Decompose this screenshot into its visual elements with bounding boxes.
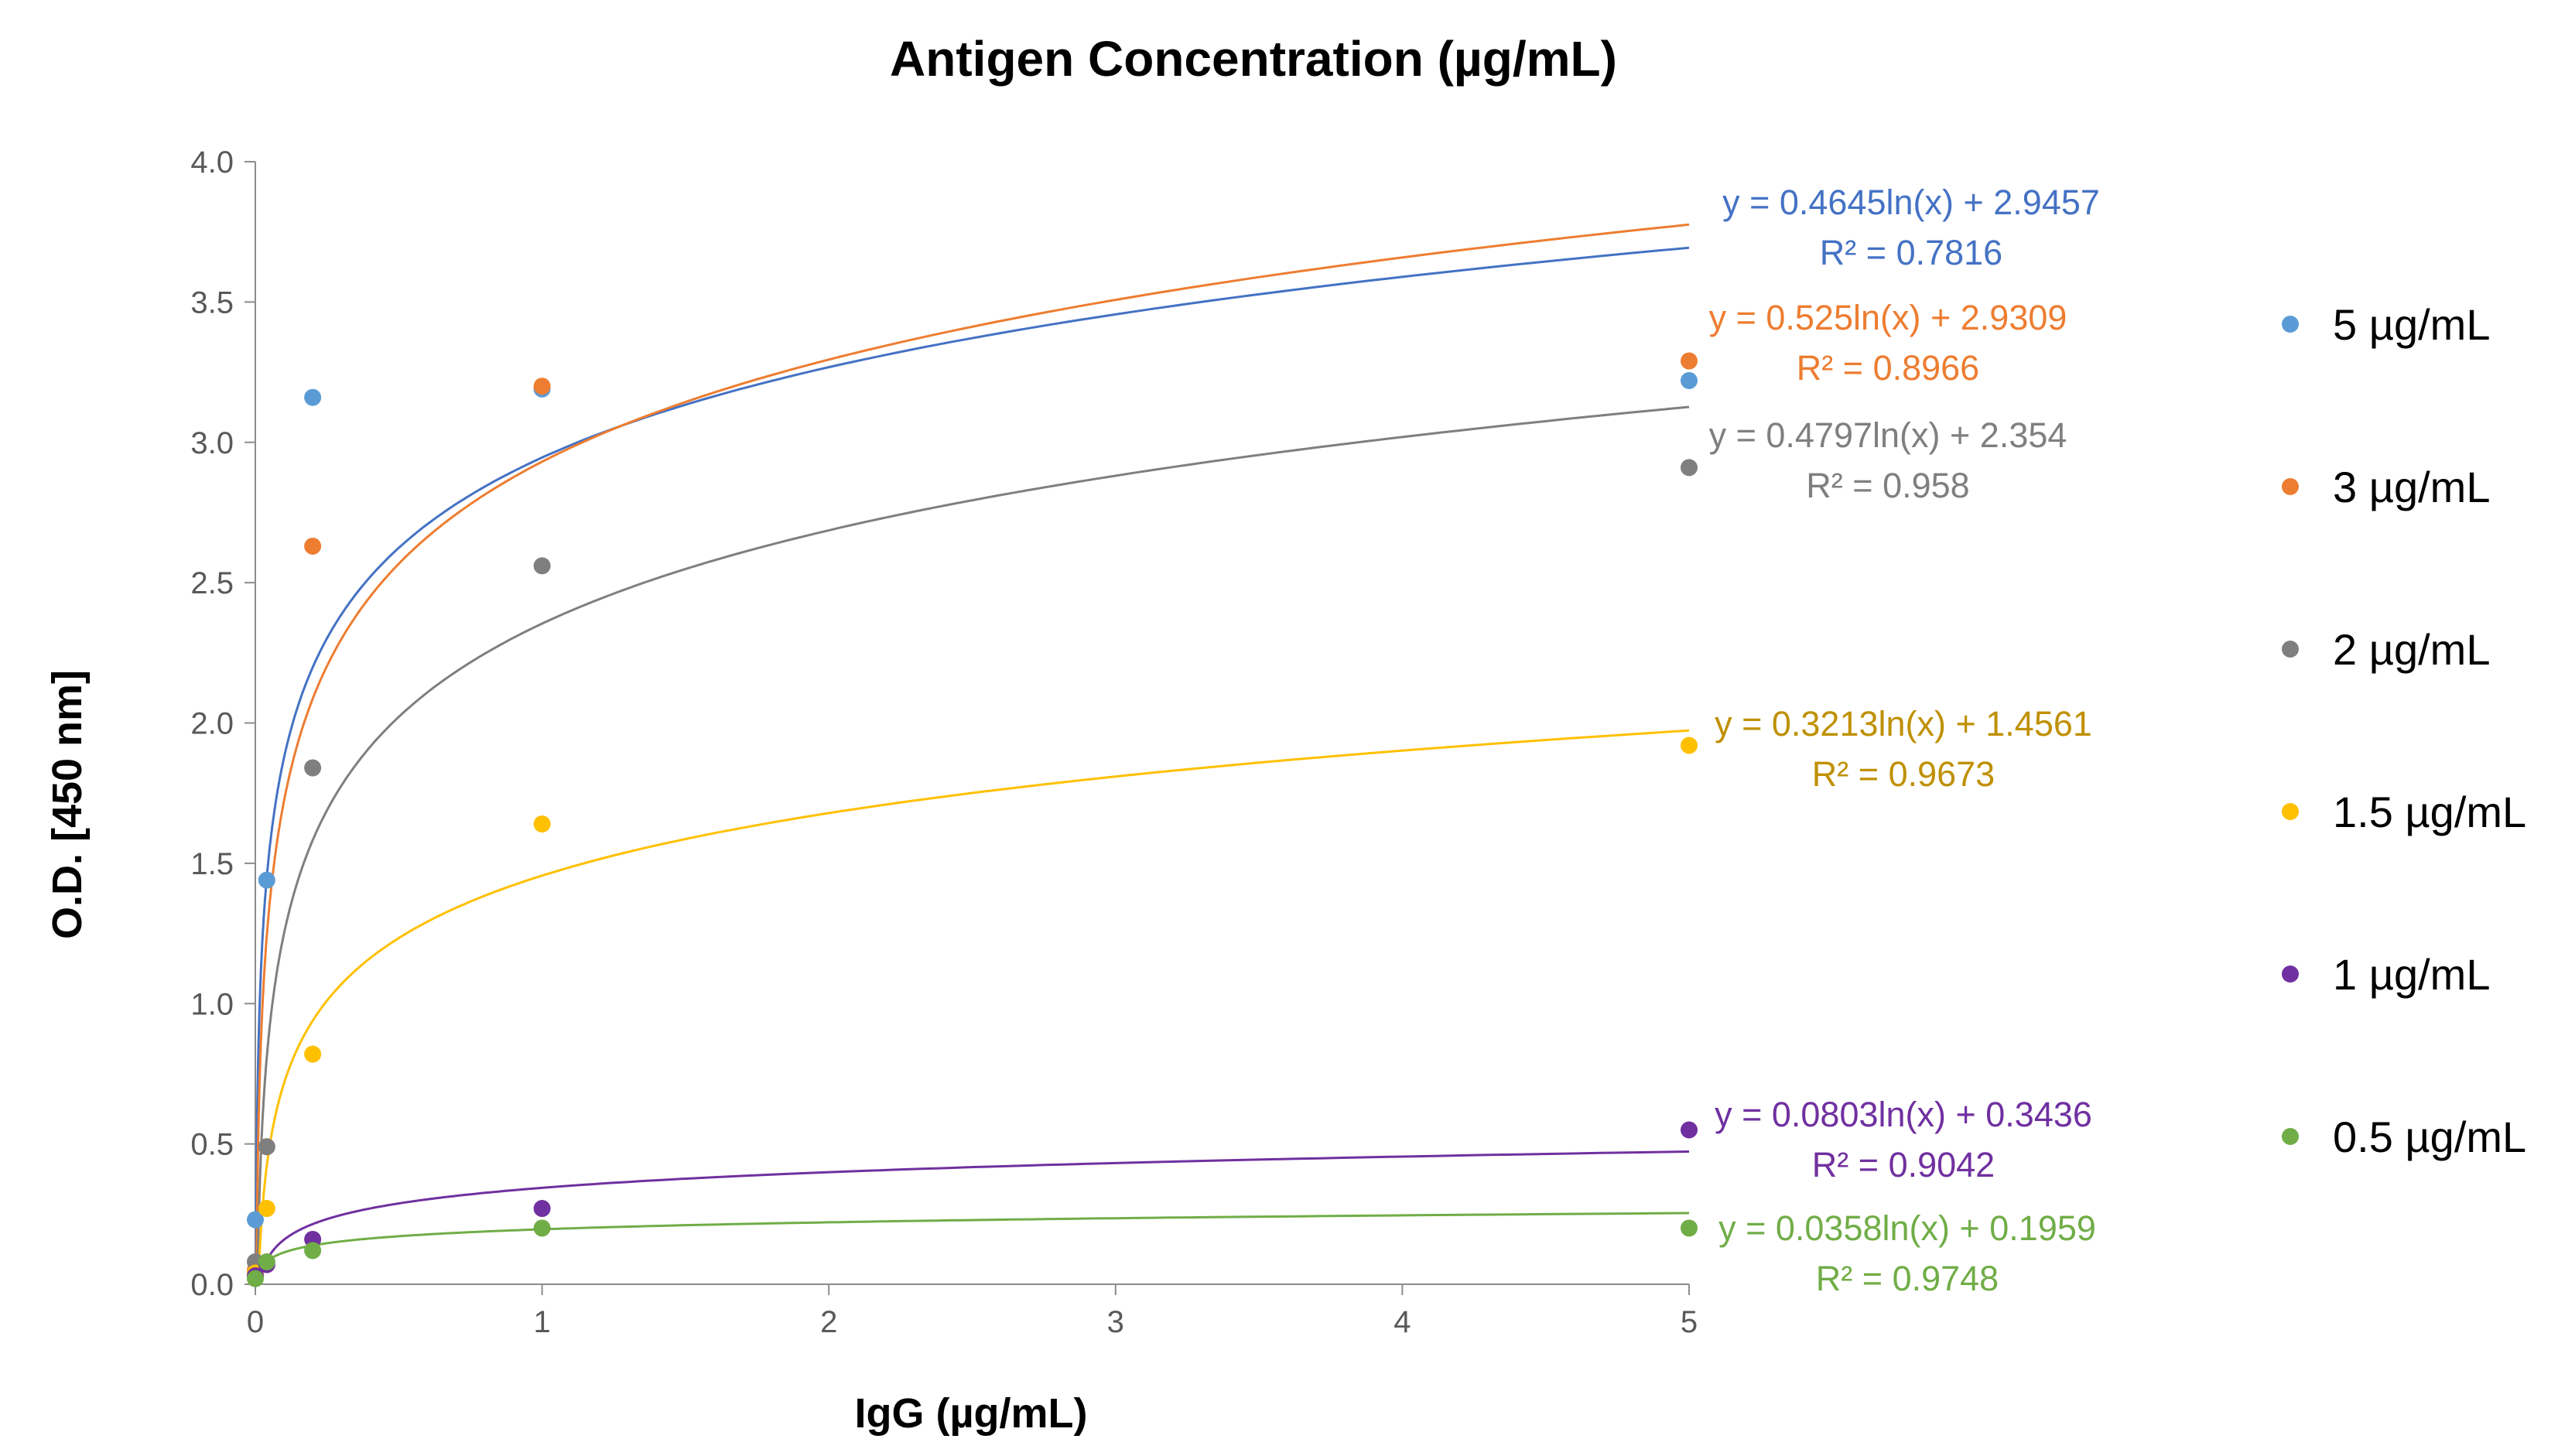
trendline-equation: y = 0.0358ln(x) + 0.1959 xyxy=(1718,1208,2096,1248)
data-point xyxy=(533,1219,551,1237)
trendline-r-squared: R² = 0.958 xyxy=(1806,466,1969,505)
x-tick-label: 5 xyxy=(1681,1305,1698,1339)
y-tick-label: 4.0 xyxy=(190,145,234,179)
data-point xyxy=(304,537,322,555)
data-point xyxy=(533,378,551,395)
trendline-equation: y = 0.4797ln(x) + 2.354 xyxy=(1709,415,2067,455)
legend-label: 1.5 µg/mL xyxy=(2333,788,2526,836)
legend-label: 0.5 µg/mL xyxy=(2333,1113,2526,1161)
data-point xyxy=(247,1270,264,1287)
trendline-equation: y = 0.525ln(x) + 2.9309 xyxy=(1709,298,2067,337)
x-tick-label: 3 xyxy=(1107,1305,1124,1339)
data-point xyxy=(304,759,322,777)
data-point xyxy=(533,1200,551,1218)
x-tick-label: 2 xyxy=(820,1305,837,1339)
y-axis-label: O.D. [450 nm] xyxy=(44,670,91,939)
data-point xyxy=(1681,1219,1698,1237)
legend: 5 µg/mL 3 µg/mL 2 µg/mL 1.5 µg/mL 1 µg/mL 0.5… xyxy=(2282,300,2526,1161)
data-point xyxy=(1681,1121,1698,1139)
data-points xyxy=(247,352,1698,1287)
trendline xyxy=(258,1150,1690,1284)
legend-label: 5 µg/mL xyxy=(2333,300,2490,349)
trendline xyxy=(255,1212,1690,1284)
trendline xyxy=(255,246,1690,1283)
trendline-r-squared: R² = 0.7816 xyxy=(1820,233,2002,272)
data-point xyxy=(1681,352,1698,370)
y-tick-label: 3.0 xyxy=(190,426,234,460)
data-point xyxy=(533,815,551,833)
x-tick-label: 0 xyxy=(247,1305,264,1339)
chart-title: Antigen Concentration (µg/mL) xyxy=(890,31,1617,87)
legend-label: 1 µg/mL xyxy=(2333,950,2490,999)
trendline-equations: y = 0.4645ln(x) + 2.9457 R² = 0.7816 y = 0… xyxy=(1709,183,2100,1298)
data-point xyxy=(258,871,275,889)
x-tick-label: 4 xyxy=(1394,1305,1411,1339)
trendline-r-squared: R² = 0.8966 xyxy=(1797,348,1979,388)
legend-marker xyxy=(2282,966,2299,983)
trendline xyxy=(256,405,1690,1284)
y-tick-label: 2.5 xyxy=(190,566,234,600)
data-point xyxy=(1681,737,1698,754)
data-point xyxy=(304,388,322,406)
axes: 0.0 0.5 1.0 1.5 2.0 2.5 3.0 3.5 4.0 0 1 2 3 4 5 xyxy=(190,145,1698,1339)
legend-label: 2 µg/mL xyxy=(2333,625,2490,674)
trendline-equation: y = 0.0803ln(x) + 0.3436 xyxy=(1715,1095,2092,1134)
data-point xyxy=(247,1211,264,1229)
data-point xyxy=(258,1200,275,1218)
trendline-r-squared: R² = 0.9673 xyxy=(1812,754,1995,794)
legend-marker xyxy=(2282,478,2299,495)
legend-marker xyxy=(2282,803,2299,820)
y-tick-label: 0.5 xyxy=(190,1128,234,1162)
trendline-r-squared: R² = 0.9748 xyxy=(1816,1259,1999,1298)
trendline-equation: y = 0.4645ln(x) + 2.9457 xyxy=(1722,183,2100,222)
data-point xyxy=(533,557,551,575)
legend-marker xyxy=(2282,641,2299,658)
legend-marker xyxy=(2282,316,2299,333)
y-tick-label: 1.0 xyxy=(190,987,234,1021)
trendline-r-squared: R² = 0.9042 xyxy=(1812,1145,1995,1184)
y-tick-label: 0.0 xyxy=(190,1268,234,1302)
data-point xyxy=(1681,459,1698,477)
data-point xyxy=(1681,371,1698,389)
x-tick-label: 1 xyxy=(533,1305,550,1339)
x-axis-label: IgG (µg/mL) xyxy=(854,1390,1087,1437)
trendline-equation: y = 0.3213ln(x) + 1.4561 xyxy=(1715,704,2092,743)
trendline xyxy=(255,223,1690,1282)
y-tick-label: 2.0 xyxy=(190,707,234,741)
y-tick-label: 1.5 xyxy=(190,847,234,881)
data-point xyxy=(304,1242,322,1259)
data-point xyxy=(258,1138,275,1156)
data-point xyxy=(304,1045,322,1063)
trendlines xyxy=(255,223,1690,1284)
legend-marker xyxy=(2282,1128,2299,1145)
legend-label: 3 µg/mL xyxy=(2333,463,2490,511)
trendline xyxy=(257,729,1690,1284)
data-point xyxy=(258,1253,275,1270)
y-tick-label: 3.5 xyxy=(190,285,234,320)
